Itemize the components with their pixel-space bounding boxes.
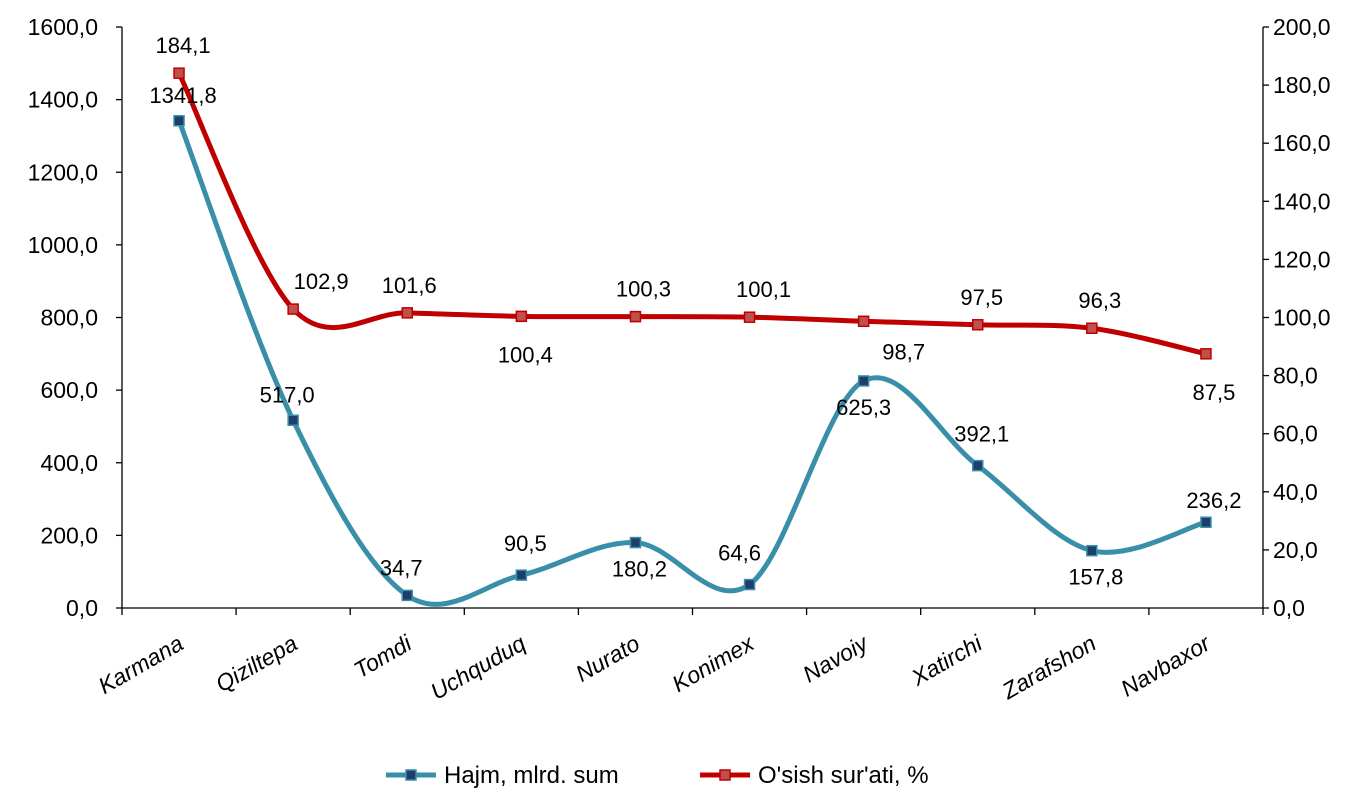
y-right-tick-label: 60,0 [1273,421,1318,447]
axes: 0,0 200,0 400,0 600,0 800,0 1000,0 1200,0 1400,… [28,14,1331,705]
data-point [401,307,413,319]
data-labels: 1341,8 517,0 34,7 90,5 180,2 64,6 625,3 392,1 15… [149,33,1241,590]
data-point [173,67,185,79]
x-tick-label: Qiziltepa [211,630,301,697]
x-tick-label: Karmana [94,630,188,699]
data-point [1200,516,1212,528]
data-label: 100,4 [498,342,553,367]
legend-item: O'sish sur'ati, % [700,762,929,789]
y-right-tick-label: 40,0 [1273,479,1318,505]
data-point [629,536,642,549]
legend: Hajm, mlrd. sum O'sish sur'ati, % [386,762,929,789]
legend-item: Hajm, mlrd. sum [386,762,619,789]
series-line [176,70,1209,357]
data-point [629,310,642,323]
data-label: 34,7 [380,555,423,580]
legend-label: Hajm, mlrd. sum [444,762,619,789]
data-label: 184,1 [156,33,211,58]
data-point [287,303,299,315]
data-label: 180,2 [612,557,667,582]
data-label: 100,1 [736,277,791,302]
y-left-tick-label: 1600,0 [28,14,98,40]
data-point [173,115,185,127]
y-left-tick-label: 1200,0 [28,159,98,185]
series-0 [173,115,1212,607]
data-point [1086,544,1098,557]
data-label: 97,5 [960,285,1003,310]
y-right-tick-label: 200,0 [1273,14,1331,40]
y-right-tick-label: 180,0 [1273,72,1331,98]
data-point [515,569,528,581]
data-point [515,310,528,323]
data-point [401,589,413,602]
data-point [857,315,870,328]
x-tick-label: Tomdi [349,629,416,683]
y-left-tick-label: 1000,0 [28,232,98,258]
x-tick-label: Konimex [668,629,760,697]
y-right-tick-label: 80,0 [1273,363,1318,389]
y-left-tick-label: 800,0 [40,305,98,331]
x-tick-label: Xatirchi [906,629,987,691]
data-point [972,319,984,331]
data-label: 157,8 [1068,565,1123,590]
y-right-tick-label: 120,0 [1273,246,1331,272]
data-label: 100,3 [616,277,671,302]
y-left-tick-label: 1400,0 [28,87,98,113]
data-point [743,578,756,591]
data-point [1200,348,1212,360]
y-right-tick-label: 0,0 [1273,595,1305,621]
x-tick-label: Zarafshon [997,630,1101,705]
series-layer [173,67,1212,607]
x-tick-label: Uchquduq [426,630,530,705]
data-point [287,414,299,427]
series-line [176,118,1209,607]
legend-label: O'sish sur'ati, % [758,762,929,789]
data-label: 625,3 [836,395,891,420]
y-left-tick-label: 200,0 [40,522,98,548]
data-label: 96,3 [1078,288,1121,313]
data-point [1086,322,1098,334]
legend-marker [405,769,417,781]
data-label: 517,0 [260,382,315,407]
x-tick-label: Navoiy [798,629,873,687]
legend-marker [719,769,731,781]
data-label: 101,6 [382,273,437,298]
y-left-tick-label: 600,0 [40,377,98,403]
series-1 [173,67,1212,360]
data-point [972,459,984,472]
data-point [743,311,756,323]
data-label: 1341,8 [149,83,216,108]
y-right-tick-label: 160,0 [1273,130,1331,156]
y-left-tick-label: 400,0 [40,450,98,476]
x-tick-label: Navbaxor [1116,629,1215,701]
data-point [857,375,870,387]
y-right-tick-label: 20,0 [1273,537,1318,563]
data-label: 90,5 [504,531,547,556]
y-right-tick-label: 100,0 [1273,305,1331,331]
data-label: 87,5 [1193,380,1236,405]
data-label: 98,7 [882,339,925,364]
data-label: 64,6 [718,541,761,566]
y-left-tick-label: 0,0 [66,595,98,621]
x-tick-label: Nurato [571,630,644,687]
data-label: 102,9 [294,269,349,294]
y-right-tick-label: 140,0 [1273,188,1331,214]
data-label: 392,1 [954,422,1009,447]
data-label: 236,2 [1186,488,1241,513]
